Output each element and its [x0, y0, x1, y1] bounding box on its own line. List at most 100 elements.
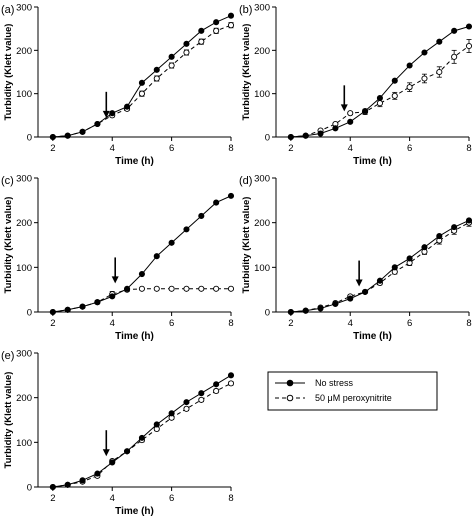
data-point-peroxynitrite: [213, 285, 220, 292]
data-point-no-stress: [124, 103, 131, 110]
data-point-no-stress: [391, 77, 398, 84]
data-point-no-stress: [198, 212, 205, 220]
data-point-peroxynitrite: [347, 110, 354, 117]
series-line-no-stress: [52, 15, 232, 138]
panel-a: 0 100 200 300 2 4 6 8 Time (h) Turbidity (Klett v…: [1, 3, 235, 167]
stress-arrow-head: [355, 279, 363, 287]
x-tick-label: 8: [228, 493, 233, 504]
data-point-no-stress: [302, 132, 309, 139]
data-point-no-stress: [153, 421, 160, 428]
x-tick-label: 8: [228, 143, 233, 154]
data-point-no-stress: [109, 110, 116, 117]
data-point-no-stress: [213, 381, 220, 388]
stress-arrow-head: [340, 104, 348, 112]
data-point-no-stress: [124, 448, 131, 455]
x-tick-label: 6: [407, 143, 412, 154]
y-tick-label: 0: [27, 133, 32, 144]
data-point-no-stress: [332, 125, 339, 132]
x-tick-label: 2: [288, 143, 293, 154]
data-point-no-stress: [391, 264, 398, 271]
data-point-no-stress: [332, 300, 339, 308]
x-tick-label: 4: [110, 493, 115, 504]
panel-c: 0 100 200 300 2 4 6 8 Time (h) Turbidity (Klett v…: [1, 174, 235, 342]
data-point-peroxynitrite: [153, 75, 160, 82]
data-point-no-stress: [94, 470, 101, 477]
data-point-peroxynitrite: [198, 396, 205, 403]
x-axis-title: Time (h): [115, 156, 154, 167]
data-point-no-stress: [49, 133, 56, 141]
x-tick-label: 2: [288, 318, 293, 329]
data-point-no-stress: [227, 12, 235, 19]
series-line-no-stress: [52, 374, 232, 488]
y-tick-label: 300: [254, 3, 270, 14]
data-point-no-stress: [317, 305, 324, 312]
stress-arrow-head: [111, 276, 119, 284]
y-tick-label: 200: [16, 218, 32, 229]
y-tick-label: 0: [265, 133, 270, 144]
data-point-no-stress: [451, 224, 458, 231]
x-tick-label: 4: [348, 143, 353, 154]
y-tick-label: 100: [254, 263, 270, 274]
y-tick-label: 100: [16, 263, 32, 274]
y-tick-label: 300: [16, 174, 32, 185]
data-point-peroxynitrite: [213, 387, 220, 395]
series-line-peroxynitrite: [52, 288, 231, 313]
series-line-no-stress: [290, 26, 470, 138]
series-line-no-stress: [290, 219, 470, 313]
y-axis-title: Turbidity (Klett value): [241, 197, 252, 294]
data-point-no-stress: [362, 288, 369, 295]
data-point-peroxynitrite: [138, 90, 145, 97]
y-tick-label: 200: [16, 46, 32, 57]
data-point-no-stress: [183, 399, 190, 406]
y-tick-label: 200: [16, 393, 32, 404]
legend-box: [267, 371, 438, 411]
stress-arrow-head: [102, 110, 110, 118]
data-point-no-stress: [198, 390, 205, 397]
data-point-no-stress: [376, 277, 383, 284]
y-tick-label: 300: [16, 3, 32, 14]
y-tick-label: 0: [27, 483, 32, 494]
data-point-no-stress: [138, 79, 145, 86]
x-tick-label: 4: [110, 318, 115, 329]
data-point-peroxynitrite: [183, 285, 190, 292]
data-point-no-stress: [138, 270, 145, 278]
panel-d: 0 100 200 300 2 4 6 8 Time (h) Turbidity (Klett v…: [239, 174, 473, 342]
y-tick-label: 300: [254, 174, 270, 185]
data-point-peroxynitrite: [451, 53, 458, 60]
y-tick-label: 100: [16, 438, 32, 449]
data-point-no-stress: [124, 285, 131, 292]
data-point-no-stress: [153, 253, 160, 260]
data-point-peroxynitrite: [213, 27, 220, 34]
x-tick-label: 2: [50, 493, 55, 504]
data-point-no-stress: [109, 459, 116, 466]
data-point-peroxynitrite: [138, 285, 145, 292]
data-point-no-stress: [64, 132, 71, 139]
y-axis-title: Turbidity (Klett value): [241, 24, 252, 121]
data-point-no-stress: [79, 477, 86, 484]
x-tick-label: 6: [169, 143, 174, 154]
panel-e: 0 100 200 300 2 4 6 8 Time (h) Turbidity (Klett v…: [1, 349, 235, 517]
data-point-no-stress: [406, 255, 413, 262]
data-point-no-stress: [287, 308, 294, 316]
data-point-no-stress: [49, 308, 56, 316]
data-point-peroxynitrite: [198, 285, 205, 292]
data-point-no-stress: [183, 40, 190, 47]
y-tick-label: 200: [254, 46, 270, 57]
panel-label: (c): [1, 175, 14, 187]
data-point-no-stress: [94, 120, 101, 128]
data-point-no-stress: [436, 233, 443, 240]
x-tick-label: 2: [50, 143, 55, 154]
data-point-no-stress: [168, 410, 175, 417]
x-tick-label: 2: [50, 318, 55, 329]
data-point-no-stress: [213, 19, 220, 26]
series-line-peroxynitrite: [290, 45, 470, 138]
data-point-peroxynitrite: [168, 285, 175, 292]
y-tick-label: 0: [265, 308, 270, 319]
data-point-peroxynitrite: [153, 285, 160, 292]
data-point-no-stress: [183, 226, 190, 233]
data-point-no-stress: [168, 239, 175, 246]
x-tick-label: 4: [348, 318, 353, 329]
x-tick-label: 6: [169, 318, 174, 329]
data-point-peroxynitrite: [198, 38, 205, 45]
panel-label: (a): [1, 4, 14, 16]
